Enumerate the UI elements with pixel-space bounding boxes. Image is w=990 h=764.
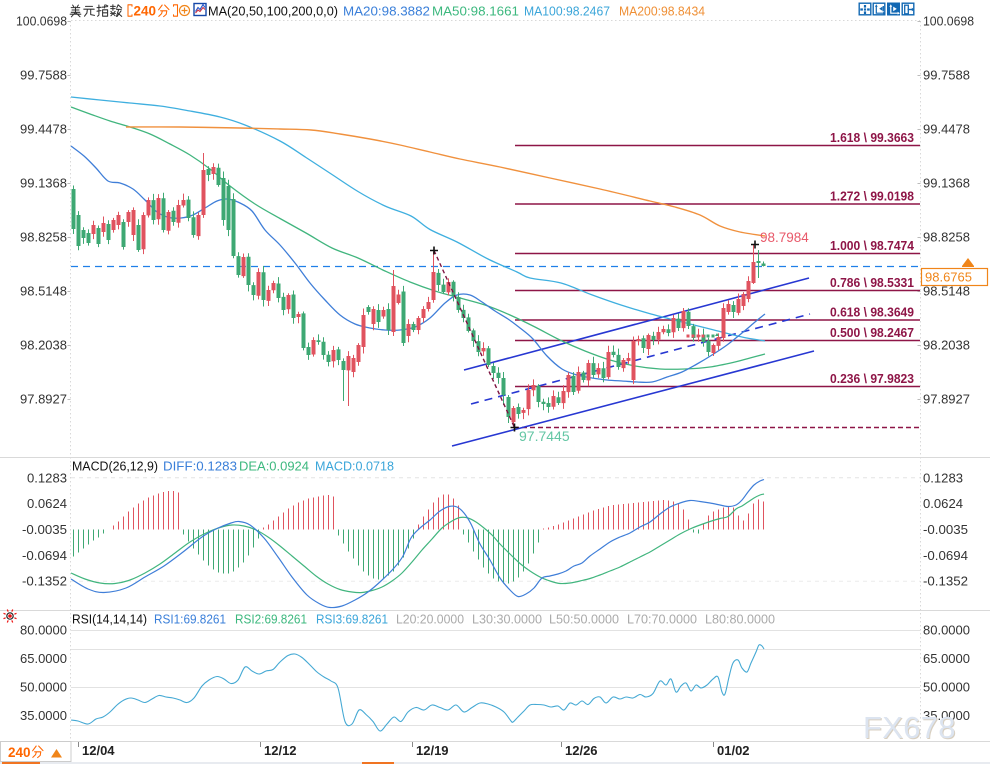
- svg-text:01/02: 01/02: [717, 743, 750, 758]
- svg-text:50.0000: 50.0000: [923, 680, 970, 695]
- svg-text:12/04: 12/04: [82, 743, 115, 758]
- svg-text:65.0000: 65.0000: [20, 651, 67, 666]
- svg-text:99.1368: 99.1368: [20, 176, 67, 191]
- svg-text:1.000 \ 98.7474: 1.000 \ 98.7474: [830, 238, 915, 253]
- svg-text:98.8258: 98.8258: [923, 230, 970, 245]
- svg-text:98.2038: 98.2038: [923, 338, 970, 353]
- svg-text:0.1283: 0.1283: [923, 470, 963, 485]
- svg-text:100.0698: 100.0698: [923, 14, 974, 29]
- svg-text:MA50:98.1661: MA50:98.1661: [432, 4, 519, 19]
- svg-text:MA100:98.2467: MA100:98.2467: [524, 4, 610, 19]
- svg-text:1.618 \ 99.3663: 1.618 \ 99.3663: [830, 130, 914, 145]
- svg-text:35.0000: 35.0000: [20, 708, 67, 723]
- svg-text:-0.1352: -0.1352: [923, 574, 968, 589]
- svg-text:12/19: 12/19: [416, 743, 449, 758]
- svg-text:98.8258: 98.8258: [20, 230, 67, 245]
- svg-text:L70:70.0000: L70:70.0000: [627, 612, 697, 627]
- svg-text:L20:20.0000: L20:20.0000: [396, 612, 464, 627]
- svg-text:0.1283: 0.1283: [27, 470, 67, 485]
- svg-text:RSI(14,14,14): RSI(14,14,14): [72, 612, 147, 627]
- svg-text:-0.1352: -0.1352: [22, 574, 67, 589]
- svg-text:RSI3:69.8261: RSI3:69.8261: [316, 612, 388, 627]
- svg-text:98.2038: 98.2038: [20, 338, 67, 353]
- svg-text:0.0624: 0.0624: [923, 496, 963, 511]
- svg-text:97.7445: 97.7445: [519, 428, 570, 444]
- svg-text:MACD:0.0718: MACD:0.0718: [315, 459, 394, 474]
- svg-text:98.5148: 98.5148: [923, 284, 970, 299]
- svg-text:0.786 \ 98.5331: 0.786 \ 98.5331: [830, 275, 914, 290]
- svg-text:35.0000: 35.0000: [923, 708, 970, 723]
- svg-text:98.5148: 98.5148: [20, 284, 67, 299]
- svg-text:99.1368: 99.1368: [923, 176, 970, 191]
- svg-text:99.4478: 99.4478: [20, 122, 67, 137]
- svg-text:0.0624: 0.0624: [27, 496, 67, 511]
- svg-text:240: 240: [134, 4, 157, 19]
- svg-text:97.8927: 97.8927: [923, 392, 970, 407]
- svg-text:80.0000: 80.0000: [20, 623, 67, 638]
- svg-text:98.7984: 98.7984: [760, 230, 809, 245]
- svg-text:80.0000: 80.0000: [923, 623, 970, 638]
- svg-text:-0.0035: -0.0035: [923, 522, 968, 537]
- svg-text:L30:30.0000: L30:30.0000: [472, 612, 542, 627]
- svg-text:50.0000: 50.0000: [20, 680, 67, 695]
- svg-text:MA(20,50,100,200,0,0): MA(20,50,100,200,0,0): [208, 4, 338, 19]
- svg-text:240: 240: [8, 745, 31, 760]
- svg-text:RSI2:69.8261: RSI2:69.8261: [235, 612, 307, 627]
- svg-text:FX678: FX678: [864, 711, 960, 746]
- svg-text:0.618 \ 98.3649: 0.618 \ 98.3649: [830, 305, 914, 320]
- svg-text:L80:80.0000: L80:80.0000: [705, 612, 775, 627]
- svg-text:99.4478: 99.4478: [923, 122, 970, 137]
- svg-text:100.0698: 100.0698: [16, 14, 67, 29]
- svg-text:-0.0694: -0.0694: [22, 548, 67, 563]
- svg-text:MA200:98.8434: MA200:98.8434: [619, 4, 705, 19]
- svg-text:DIFF:0.1283: DIFF:0.1283: [163, 459, 237, 474]
- svg-text:12/12: 12/12: [264, 743, 297, 758]
- svg-text:99.7588: 99.7588: [20, 68, 67, 83]
- svg-text:RSI1:69.8261: RSI1:69.8261: [154, 612, 226, 627]
- svg-text:MA20:98.3882: MA20:98.3882: [343, 4, 430, 19]
- svg-text:DEA:0.0924: DEA:0.0924: [239, 459, 309, 474]
- svg-text:1.272 \ 99.0198: 1.272 \ 99.0198: [830, 189, 914, 204]
- svg-text:L50:50.0000: L50:50.0000: [549, 612, 619, 627]
- svg-text:65.0000: 65.0000: [923, 651, 970, 666]
- svg-text:98.6765: 98.6765: [925, 270, 972, 285]
- svg-text:FX678: FX678: [863, 710, 959, 745]
- svg-text:97.8927: 97.8927: [20, 392, 67, 407]
- svg-text:0.500 \ 98.2467: 0.500 \ 98.2467: [830, 325, 914, 340]
- svg-text:99.7588: 99.7588: [923, 68, 970, 83]
- svg-text:-0.0694: -0.0694: [923, 548, 968, 563]
- svg-text:MACD(26,12,9): MACD(26,12,9): [72, 459, 158, 474]
- svg-text:0.236 \ 97.9823: 0.236 \ 97.9823: [830, 371, 914, 386]
- svg-text:12/26: 12/26: [565, 743, 598, 758]
- svg-text:-0.0035: -0.0035: [22, 522, 67, 537]
